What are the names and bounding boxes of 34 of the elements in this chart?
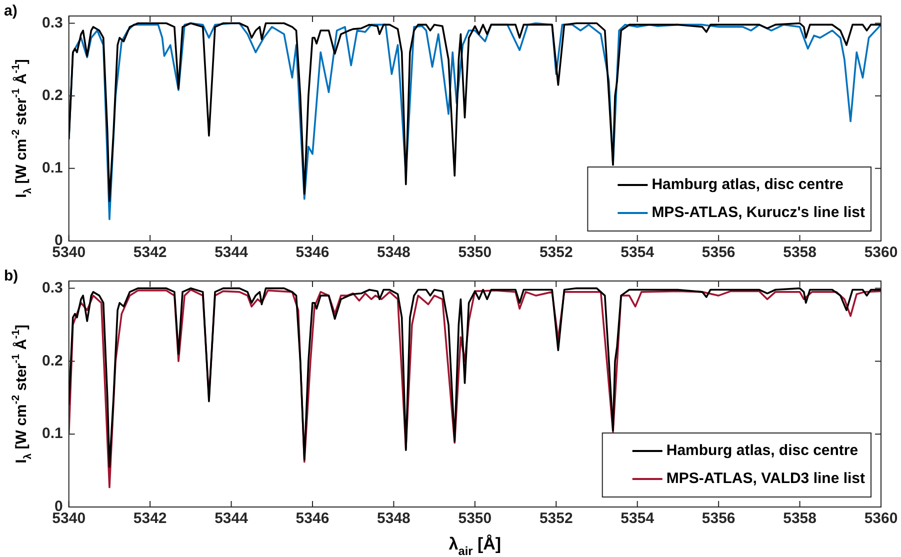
legend-label: MPS-ATLAS, VALD3 line list bbox=[666, 470, 866, 488]
y-tick-label: 0.2 bbox=[42, 86, 63, 104]
legend-label: MPS-ATLAS, Kurucz's line list bbox=[652, 204, 866, 222]
x-tick-label: 5358 bbox=[783, 244, 816, 262]
x-tick-label: 5344 bbox=[214, 244, 249, 262]
legend-label: Hamburg atlas, disc centre bbox=[666, 442, 858, 460]
text: Iλ [W cm-2 ster-1 Å-1] bbox=[10, 59, 34, 198]
x-tick-label: 5360 bbox=[864, 244, 898, 262]
text: Iλ [W cm-2 ster-1 Å-1] bbox=[10, 324, 34, 464]
x-tick-label: 5348 bbox=[377, 244, 410, 262]
text: b) bbox=[4, 268, 18, 285]
y-tick-label: 0.1 bbox=[42, 160, 63, 177]
x-tick-label: 5358 bbox=[783, 510, 816, 528]
x-tick-label: 5354 bbox=[620, 510, 655, 528]
x-tick-label: 5344 bbox=[214, 510, 249, 528]
x-tick-label: 5348 bbox=[377, 510, 410, 528]
y-tick-label: 0.3 bbox=[42, 14, 63, 32]
y-tick-label: 0.1 bbox=[42, 425, 63, 442]
x-tick-label: 5354 bbox=[620, 244, 655, 262]
x-tick-label: 5350 bbox=[458, 510, 492, 528]
x-tick-label: 5342 bbox=[133, 510, 167, 528]
x-tick-label: 5352 bbox=[539, 244, 573, 262]
text: a) bbox=[4, 2, 18, 20]
y-tick-label: 0.2 bbox=[42, 352, 63, 370]
x-tick-label: 5342 bbox=[133, 244, 167, 262]
x-tick-label: 5356 bbox=[702, 244, 736, 262]
x-tick-label: 5346 bbox=[296, 244, 330, 262]
legend-label: Hamburg atlas, disc centre bbox=[652, 176, 844, 194]
x-tick-label: 5352 bbox=[539, 510, 573, 528]
x-tick-label: 5346 bbox=[296, 510, 330, 528]
x-tick-label: 5360 bbox=[864, 510, 898, 528]
x-tick-label: 5356 bbox=[702, 510, 736, 528]
x-tick-label: 5350 bbox=[458, 244, 492, 262]
y-tick-label: 0.3 bbox=[42, 279, 63, 296]
